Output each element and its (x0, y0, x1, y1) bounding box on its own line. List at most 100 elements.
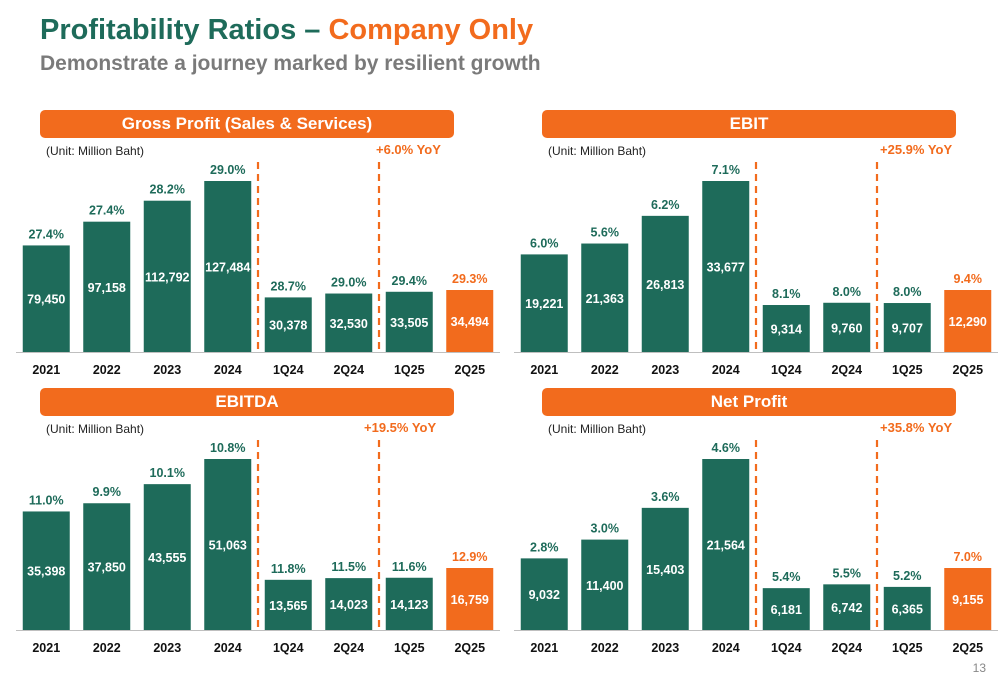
category-label: 2023 (153, 363, 181, 377)
margin-label: 4.6% (712, 441, 741, 455)
chart-title: Gross Profit (Sales & Services) (40, 110, 454, 138)
value-label: 14,023 (330, 598, 368, 612)
value-label: 43,555 (148, 551, 186, 565)
value-label: 15,403 (646, 563, 684, 577)
margin-label: 5.2% (893, 569, 922, 583)
bar-2q24 (325, 578, 373, 630)
category-label: 2Q25 (952, 363, 983, 377)
category-label: 2023 (153, 641, 181, 655)
value-label: 33,505 (390, 316, 428, 330)
margin-label: 29.3% (452, 272, 487, 286)
value-label: 79,450 (27, 293, 65, 307)
margin-label: 8.0% (893, 285, 922, 299)
bar-2023 (143, 484, 191, 630)
margin-label: 27.4% (29, 227, 64, 241)
margin-label: 11.6% (392, 560, 427, 574)
bar-2q24 (823, 302, 871, 352)
bar-2024 (204, 459, 252, 630)
margin-label: 7.0% (954, 550, 983, 564)
category-label: 2Q24 (333, 641, 364, 655)
category-label: 1Q24 (771, 363, 802, 377)
margin-label: 3.0% (591, 522, 620, 536)
chart-title: EBITDA (40, 388, 454, 416)
margin-label: 5.6% (591, 226, 620, 240)
chart-title: EBIT (542, 110, 956, 138)
category-label: 1Q25 (394, 363, 425, 377)
bar-2024 (204, 181, 252, 352)
net-profit-chart: 9,032 2.8% 2021 11,400 3.0% 2022 15,403 3.6% 202… (514, 440, 998, 655)
category-label: 2022 (93, 641, 121, 655)
category-label: 1Q24 (273, 363, 304, 377)
margin-label: 11.8% (271, 562, 306, 576)
net-profit-panel: Net Profit (Unit: Million Baht) +35.8% Y… (506, 388, 998, 658)
value-label: 6,742 (831, 601, 862, 615)
bar-2021 (22, 511, 70, 630)
margin-label: 10.8% (210, 441, 245, 455)
margin-label: 3.6% (651, 490, 680, 504)
value-label: 30,378 (269, 319, 307, 333)
chart-title: Net Profit (542, 388, 956, 416)
value-label: 26,813 (646, 278, 684, 292)
margin-label: 29.0% (210, 163, 245, 177)
margin-label: 8.0% (833, 285, 862, 299)
category-label: 2Q25 (952, 641, 983, 655)
bar-1q25 (883, 586, 931, 630)
margin-label: 5.5% (833, 566, 862, 580)
margin-label: 28.2% (150, 183, 185, 197)
bar-1q24 (762, 305, 810, 352)
category-label: 2021 (530, 641, 558, 655)
category-label: 2Q25 (454, 641, 485, 655)
gross-profit-chart: 79,450 27.4% 2021 97,158 27.4% 2022 112,792 28.… (16, 162, 500, 377)
bar-2024 (702, 181, 750, 352)
unit-label: (Unit: Million Baht) (46, 422, 145, 436)
value-label: 6,365 (892, 602, 923, 616)
category-label: 2024 (214, 641, 242, 655)
margin-label: 12.9% (452, 550, 487, 564)
value-label: 127,484 (205, 261, 250, 275)
category-label: 2021 (32, 641, 60, 655)
bar-1q24 (264, 297, 312, 352)
value-label: 9,032 (529, 588, 560, 602)
category-label: 2Q24 (333, 363, 364, 377)
value-label: 14,123 (390, 598, 428, 612)
bar-1q24 (762, 588, 810, 630)
bar-2q25 (944, 290, 992, 352)
category-label: 2022 (591, 363, 619, 377)
value-label: 97,158 (88, 281, 126, 295)
page-title-main: Profitability Ratios – (40, 14, 329, 46)
value-label: 6,181 (771, 603, 802, 617)
value-label: 9,707 (892, 322, 923, 336)
bar-2021 (520, 558, 568, 630)
margin-label: 9.4% (954, 272, 983, 286)
value-label: 11,400 (586, 579, 624, 593)
margin-label: 10.1% (150, 466, 185, 480)
bar-2023 (641, 215, 689, 352)
page-subtitle: Demonstrate a journey marked by resilien… (40, 52, 541, 75)
gross-profit-panel: Gross Profit (Sales & Services) (Unit: M… (8, 110, 500, 380)
ebit-panel: EBIT (Unit: Million Baht) +25.9% YoY 19,… (506, 110, 998, 380)
margin-label: 5.4% (772, 570, 801, 584)
bar-2021 (520, 254, 568, 352)
yoy-label: +25.9% YoY (880, 142, 953, 157)
ebitda-chart: 35,398 11.0% 2021 37,850 9.9% 2022 43,555 10.1%… (16, 440, 500, 655)
margin-label: 29.4% (392, 274, 427, 288)
bar-2022 (83, 221, 131, 352)
value-label: 34,494 (451, 315, 489, 329)
category-label: 2024 (712, 641, 740, 655)
value-label: 9,760 (831, 321, 862, 335)
value-label: 19,221 (525, 297, 563, 311)
ebitda-panel: EBITDA (Unit: Million Baht) +19.5% YoY 3… (8, 388, 500, 658)
bar-2022 (581, 243, 629, 352)
yoy-label: +35.8% YoY (880, 420, 953, 435)
page-number: 13 (972, 661, 986, 675)
bar-2021 (22, 245, 70, 352)
page-title-highlight: Company Only (328, 14, 534, 46)
category-label: 2023 (651, 641, 679, 655)
margin-label: 27.4% (89, 204, 124, 218)
category-label: 1Q25 (892, 363, 923, 377)
value-label: 16,759 (451, 593, 489, 607)
margin-label: 2.8% (530, 540, 559, 554)
value-label: 13,565 (269, 599, 307, 613)
margin-label: 6.0% (530, 236, 559, 250)
category-label: 1Q25 (394, 641, 425, 655)
